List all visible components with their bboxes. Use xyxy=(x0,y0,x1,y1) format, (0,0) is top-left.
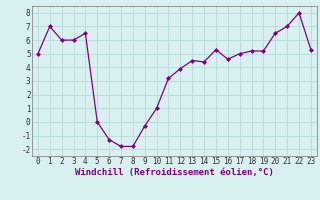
X-axis label: Windchill (Refroidissement éolien,°C): Windchill (Refroidissement éolien,°C) xyxy=(75,168,274,177)
